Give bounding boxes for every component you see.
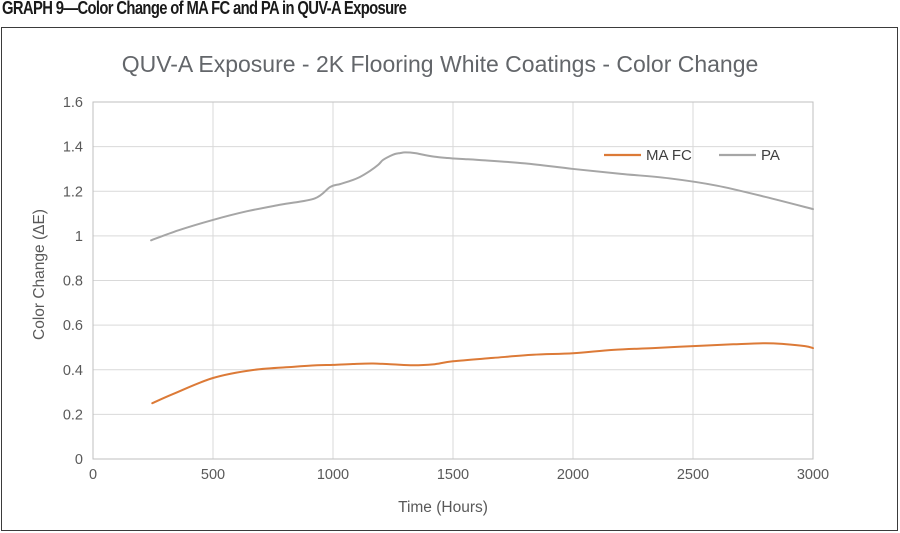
svg-text:3000: 3000 [797, 467, 829, 483]
svg-text:MA FC: MA FC [646, 147, 692, 164]
svg-text:0: 0 [89, 467, 97, 483]
svg-text:0.6: 0.6 [63, 318, 83, 334]
svg-text:0.2: 0.2 [63, 407, 83, 423]
svg-text:1000: 1000 [317, 467, 349, 483]
svg-text:1500: 1500 [437, 467, 469, 483]
svg-text:1.2: 1.2 [63, 184, 83, 200]
svg-text:0.4: 0.4 [63, 363, 83, 379]
svg-text:PA: PA [761, 147, 780, 164]
svg-text:2500: 2500 [677, 467, 709, 483]
svg-text:1.6: 1.6 [63, 95, 83, 111]
svg-text:1.4: 1.4 [63, 140, 83, 156]
svg-text:0: 0 [75, 452, 83, 468]
svg-text:0.8: 0.8 [63, 274, 83, 290]
svg-text:500: 500 [201, 467, 225, 483]
svg-text:1: 1 [75, 229, 83, 245]
svg-text:2000: 2000 [557, 467, 589, 483]
